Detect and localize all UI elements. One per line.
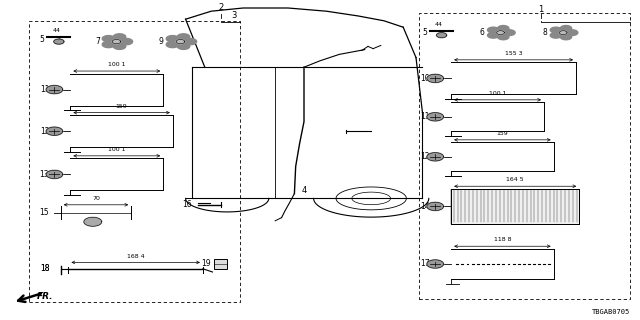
Polygon shape [102, 36, 115, 42]
Polygon shape [561, 26, 572, 31]
Polygon shape [54, 39, 64, 44]
Polygon shape [427, 202, 444, 211]
Text: 159: 159 [116, 104, 127, 109]
Text: 13: 13 [40, 170, 49, 179]
Polygon shape [46, 127, 63, 135]
Text: 2: 2 [218, 4, 223, 12]
Text: 164 5: 164 5 [506, 177, 524, 182]
Polygon shape [497, 31, 504, 35]
Text: 5: 5 [39, 36, 44, 44]
Polygon shape [166, 41, 179, 48]
Bar [451, 189, 579, 224]
Polygon shape [184, 38, 196, 45]
Polygon shape [102, 41, 115, 48]
Text: 6: 6 [479, 28, 484, 37]
Polygon shape [46, 170, 63, 179]
Text: 44: 44 [52, 28, 60, 33]
Polygon shape [113, 34, 126, 40]
Text: 11: 11 [40, 85, 49, 94]
Polygon shape [427, 113, 444, 121]
Text: 100 1: 100 1 [489, 91, 506, 96]
Polygon shape [177, 34, 190, 40]
Polygon shape [427, 260, 444, 268]
Polygon shape [488, 27, 499, 33]
Text: 70: 70 [92, 196, 100, 201]
Text: 44: 44 [435, 22, 442, 27]
Text: 14: 14 [420, 202, 430, 211]
Text: FR.: FR. [37, 292, 54, 301]
Text: 16: 16 [182, 200, 192, 209]
Polygon shape [488, 32, 499, 38]
Bar [214, 259, 227, 269]
Polygon shape [566, 30, 578, 36]
Text: 9: 9 [158, 37, 163, 46]
Polygon shape [166, 36, 179, 42]
Polygon shape [177, 43, 190, 49]
Text: 159: 159 [497, 131, 508, 136]
Text: 100 1: 100 1 [108, 62, 125, 67]
Polygon shape [46, 85, 63, 94]
Text: 12: 12 [420, 152, 430, 161]
Text: 4: 4 [301, 186, 307, 195]
Text: 3: 3 [231, 12, 236, 20]
Text: 118 8: 118 8 [493, 237, 511, 243]
Polygon shape [550, 32, 562, 38]
Polygon shape [84, 217, 102, 226]
Text: 155 3: 155 3 [505, 51, 522, 56]
Text: 15: 15 [40, 208, 49, 217]
Polygon shape [120, 38, 132, 45]
Text: 17: 17 [420, 260, 430, 268]
Text: 18: 18 [40, 264, 49, 273]
Text: TBGAB0705: TBGAB0705 [592, 309, 630, 315]
Text: 1: 1 [538, 5, 543, 14]
Polygon shape [176, 39, 185, 44]
Polygon shape [427, 74, 444, 83]
Text: 168 4: 168 4 [127, 253, 145, 259]
Text: 100 1: 100 1 [108, 147, 125, 152]
Text: 18: 18 [40, 264, 49, 273]
Polygon shape [550, 27, 562, 33]
Polygon shape [436, 33, 447, 38]
Text: 12: 12 [40, 127, 49, 136]
Polygon shape [559, 31, 567, 35]
Text: 10: 10 [420, 74, 430, 83]
Text: 5: 5 [422, 28, 427, 37]
Polygon shape [427, 153, 444, 161]
Text: 11: 11 [420, 112, 430, 121]
Text: 8: 8 [543, 28, 547, 37]
Polygon shape [113, 43, 126, 49]
Polygon shape [561, 34, 572, 40]
Text: 7: 7 [95, 37, 100, 46]
Polygon shape [504, 30, 515, 36]
Polygon shape [112, 39, 121, 44]
Polygon shape [498, 26, 509, 31]
Text: 19: 19 [201, 260, 211, 268]
Polygon shape [498, 34, 509, 40]
